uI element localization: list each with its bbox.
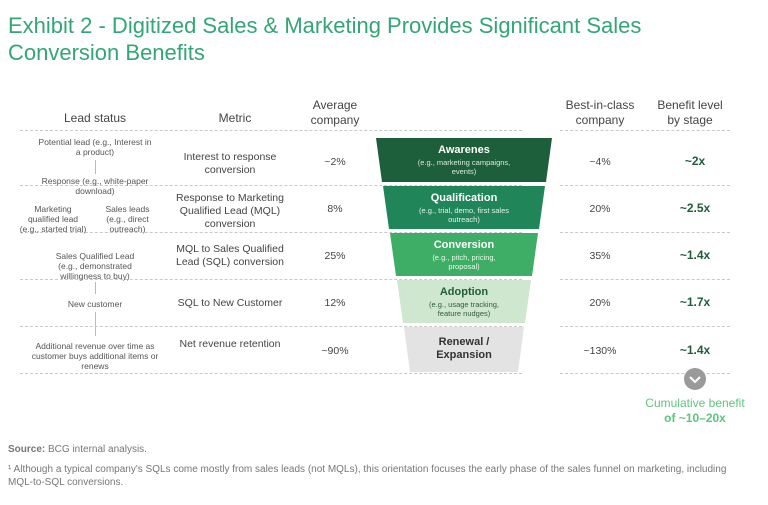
row-divider	[560, 130, 730, 131]
metric-row-2: Response to Marketing Qualified Lead (MQ…	[176, 192, 284, 230]
stage-title-1: Awarenes	[438, 144, 490, 156]
average-row-1: ~2%	[324, 156, 346, 168]
header-benefit: Benefit level by stage	[657, 98, 723, 127]
flow-arrow	[95, 312, 96, 336]
average-row-4: 12%	[324, 297, 346, 309]
cumulative-line-1: Cumulative benefit	[645, 396, 745, 410]
row-divider	[20, 373, 522, 374]
average-row-3: 25%	[324, 250, 346, 262]
benefit-row-5: ~1.4x	[679, 343, 711, 357]
funnel-stage-conversion	[390, 233, 538, 276]
header-metric: Metric	[218, 111, 252, 125]
funnel-stage-awareness	[376, 138, 552, 182]
flow-arrow	[95, 160, 96, 174]
lead-sales-leads: Sales leads (e.g., direct outreach)	[105, 204, 150, 234]
stage-title-5: Renewal / Expansion	[436, 336, 492, 361]
benefit-row-1: ~2x	[684, 154, 706, 168]
row-divider	[560, 326, 730, 327]
stage-sub-2: (e.g., trial, demo, first sales outreach…	[418, 206, 510, 224]
best-row-1: ~4%	[589, 156, 611, 168]
stage-sub-1: (e.g., marketing campaigns, events)	[417, 158, 511, 176]
chevron-down-icon	[689, 376, 701, 384]
row-divider	[20, 130, 522, 131]
row-divider	[20, 326, 522, 327]
cumulative-benefit: Cumulative benefit of ~10–20x	[625, 396, 765, 426]
best-row-2: 20%	[589, 203, 611, 215]
row-divider	[20, 279, 522, 280]
source-label: Source:	[8, 444, 46, 455]
stage-title-4: Adoption	[439, 286, 489, 298]
metric-row-1: Interest to response conversion	[183, 151, 277, 176]
funnel-stage-qualification	[383, 186, 545, 229]
header-average: Average company	[310, 98, 360, 127]
cumulative-line-2: of ~10–20x	[664, 411, 726, 425]
page-title: Exhibit 2 - Digitized Sales & Marketing …	[8, 13, 642, 65]
lead-potential: Potential lead (e.g., Interest in a prod…	[38, 137, 152, 157]
lead-mql: Marketing qualified lead (e.g., started …	[19, 204, 87, 234]
row-divider	[560, 279, 730, 280]
source-note: Source: BCG internal analysis.	[8, 443, 748, 456]
lead-additional: Additional revenue over time as customer…	[31, 341, 159, 371]
funnel-stage-adoption	[397, 280, 531, 323]
lead-new-customer: New customer	[67, 299, 123, 309]
stage-title-2: Qualification	[430, 192, 498, 204]
stage-sub-4: (e.g., usage tracking, feature nudges)	[428, 300, 500, 318]
best-row-3: 35%	[589, 250, 611, 262]
best-row-4: 20%	[589, 297, 611, 309]
row-divider	[560, 232, 730, 233]
header-lead-status: Lead status	[63, 111, 127, 125]
row-divider	[560, 373, 730, 374]
average-row-5: ~90%	[321, 345, 349, 357]
lead-response: Response (e.g., white-paper download)	[41, 176, 149, 196]
lead-sql: Sales Qualified Lead (e.g., demonstrated…	[55, 251, 135, 281]
flow-arrow	[95, 282, 96, 294]
metric-row-4: SQL to New Customer	[177, 297, 283, 309]
row-divider	[20, 185, 522, 186]
stage-sub-3: (e.g., pitch, pricing, proposal)	[432, 253, 496, 271]
funnel-stage-renewal	[404, 327, 524, 372]
source-text: BCG internal analysis.	[48, 444, 147, 455]
average-row-2: 8%	[327, 203, 343, 215]
best-row-5: ~130%	[583, 345, 617, 357]
benefit-row-3: ~1.4x	[679, 248, 711, 262]
stage-title-3: Conversion	[433, 239, 495, 251]
row-divider	[20, 232, 522, 233]
benefit-row-2: ~2.5x	[679, 201, 711, 215]
sales-funnel	[376, 138, 552, 372]
metric-row-5: Net revenue retention	[179, 338, 281, 350]
metric-row-3: MQL to Sales Qualified Lead (SQL) conver…	[176, 243, 284, 268]
benefit-row-4: ~1.7x	[679, 295, 711, 309]
chevron-down-icon	[684, 368, 706, 390]
footnote: ¹ Although a typical company's SQLs come…	[8, 464, 727, 488]
row-divider	[560, 185, 730, 186]
header-best: Best-in-class company	[565, 98, 635, 127]
